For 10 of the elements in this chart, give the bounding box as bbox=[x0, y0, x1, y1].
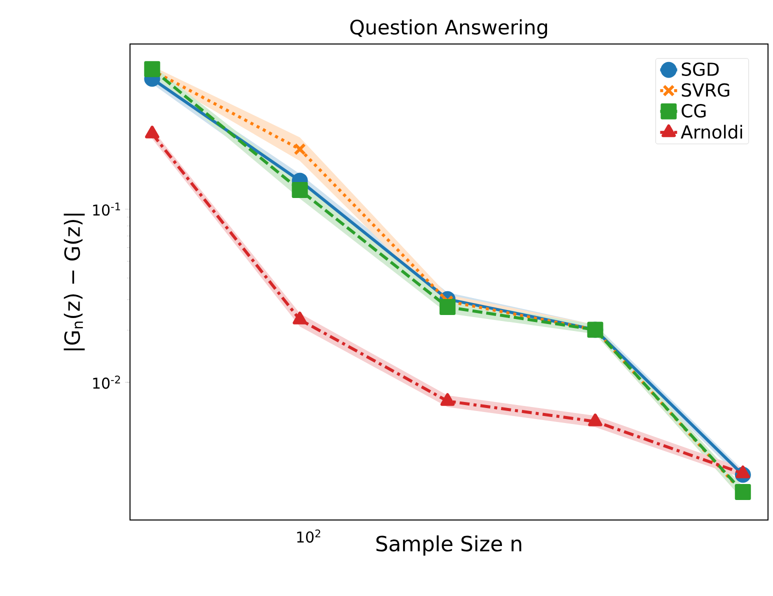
y-tick-label: 10$^{-1}$ bbox=[93, 202, 120, 216]
legend-label: SGD bbox=[682, 62, 719, 76]
chart-title: Question Answering bbox=[350, 19, 548, 38]
text: 10$^{2}$ bbox=[297, 530, 320, 543]
y-tick-label: 10$^{-2}$ bbox=[93, 376, 120, 389]
legend-label: CG bbox=[682, 104, 706, 118]
legend-label: Arnoldi bbox=[680, 124, 742, 139]
y-axis-title: |G$_{n}$(z) − G(z)| bbox=[64, 214, 85, 350]
legend-label: SVRG bbox=[682, 83, 730, 97]
x-axis-title: Sample Size n bbox=[376, 535, 522, 556]
